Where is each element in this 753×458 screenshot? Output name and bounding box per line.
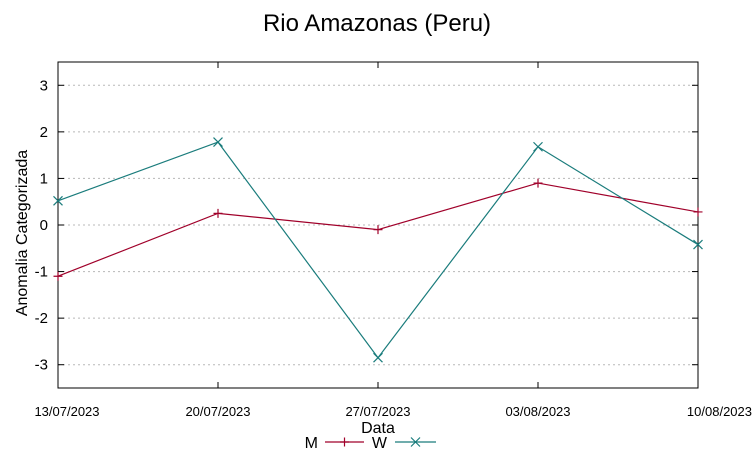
data-point-marker (53, 195, 63, 206)
x-tick-label: 03/08/2023 (505, 404, 570, 419)
data-point-marker (693, 207, 703, 217)
y-tick-label: -1 (35, 264, 48, 281)
series-line (57, 141, 699, 359)
series-w (53, 137, 703, 363)
x-tick-label: 13/07/2023 (34, 404, 99, 419)
legend-label: M (305, 435, 318, 452)
x-tick-label: 27/07/2023 (345, 404, 410, 419)
gridlines (58, 84, 698, 366)
x-axis-label: Data (361, 420, 395, 437)
y-axis-label: Anomalia Categorizada (14, 150, 31, 316)
x-axis-ticks: 13/07/2023 20/07/2023 27/07/2023 03/08/2023… (34, 62, 752, 419)
legend-label: W (372, 435, 388, 452)
data-point-marker (693, 239, 703, 250)
x-tick-label: 20/07/2023 (185, 404, 250, 419)
y-tick-label: 3 (40, 77, 48, 94)
y-tick-label: 0 (40, 217, 48, 234)
y-tick-label: 1 (40, 170, 48, 187)
data-point-marker (340, 437, 349, 447)
y-tick-label: -2 (35, 310, 48, 327)
data-point-marker (53, 271, 63, 281)
data-point-marker (533, 178, 543, 188)
chart-title: Rio Amazonas (Peru) (263, 10, 491, 37)
series-m (53, 178, 703, 281)
y-axis-ticks: 3 2 1 0 -1 -2 -3 (35, 77, 698, 374)
y-tick-label: -3 (35, 357, 48, 374)
x-tick-label: 10/08/2023 (687, 404, 752, 419)
data-point-marker (533, 141, 543, 152)
series-group (53, 137, 703, 363)
data-point-marker (373, 225, 383, 235)
data-point-marker (213, 137, 223, 148)
data-point-marker (410, 437, 421, 447)
y-tick-label: 2 (40, 124, 48, 141)
data-point-marker (213, 208, 223, 218)
data-point-marker (373, 352, 383, 363)
